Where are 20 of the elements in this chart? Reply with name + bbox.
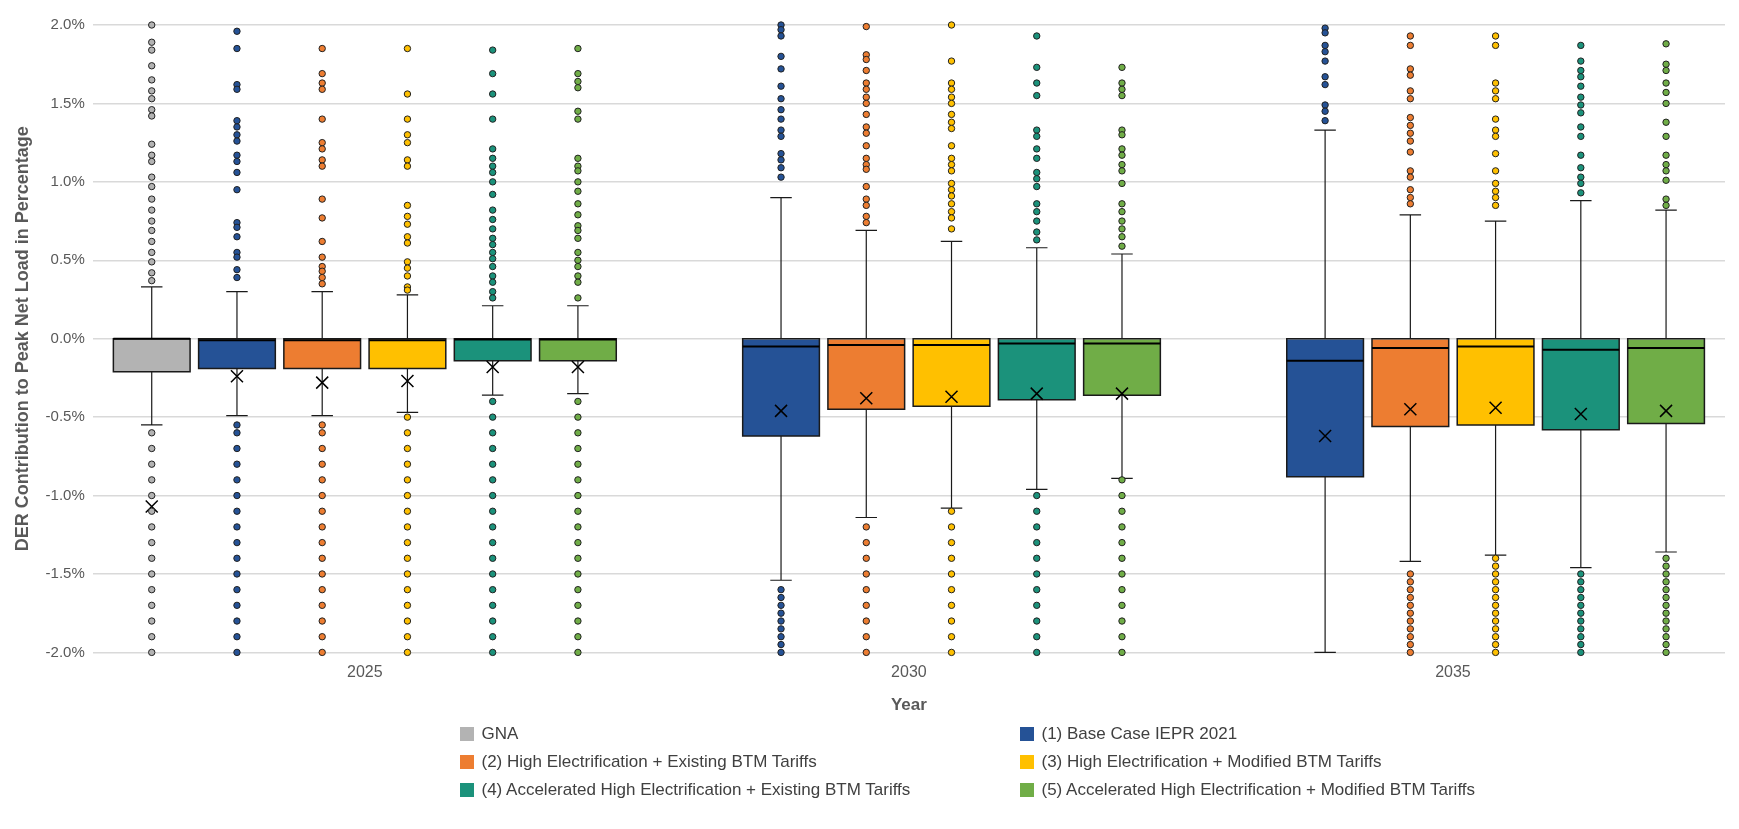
legend-label: (4) Accelerated High Electrification + Existing BTM Tariffs xyxy=(481,780,911,800)
y-tick-label: -0.5% xyxy=(45,407,85,425)
legend-label: (2) High Electrification + Existing BTM Tariffs xyxy=(481,752,817,772)
legend-label: GNA xyxy=(481,724,519,744)
y-tick-label: 1.5% xyxy=(50,93,85,111)
y-tick-label: 1.0% xyxy=(50,171,85,189)
x-tick-label: 2030 xyxy=(891,663,927,681)
y-tick-label: 2.0% xyxy=(50,15,85,33)
y-tick-label: -2.0% xyxy=(45,642,85,660)
legend-label: (1) Base Case IEPR 2021 xyxy=(1041,724,1238,744)
y-tick-label: -1.0% xyxy=(45,485,85,503)
x-axis-title: Year xyxy=(890,695,928,715)
y-tick-label: 0.0% xyxy=(50,328,85,346)
legend-label: (5) Accelerated High Electrification + Modified BTM Tariffs xyxy=(1041,780,1476,800)
x-tick-label: 2035 xyxy=(1435,663,1471,681)
legend-label: (3) High Electrification + Modified BTM Tariffs xyxy=(1041,752,1382,772)
x-tick-label: 2025 xyxy=(347,663,383,681)
y-tick-label: -1.5% xyxy=(45,564,85,582)
y-axis-title: DER Contribution to Peak Net Load in Percentage xyxy=(11,126,32,552)
y-tick-label: 0.5% xyxy=(50,250,85,268)
